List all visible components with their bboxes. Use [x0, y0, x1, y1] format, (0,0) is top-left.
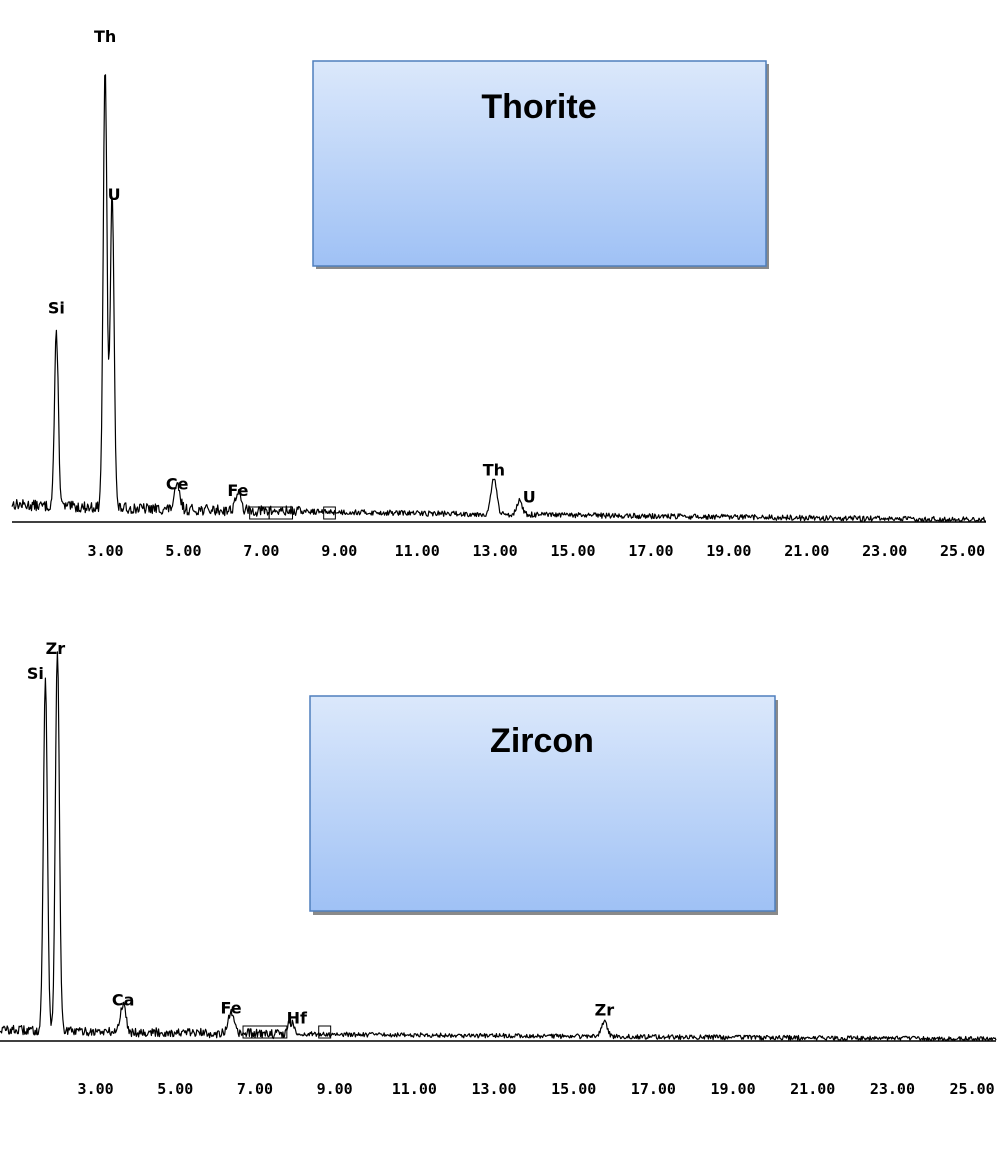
zircon-peak-label-si: Si: [27, 664, 44, 683]
thorite-spectrum-trace: [11, 74, 986, 522]
thorite-x-tick-label: 23.00: [862, 542, 907, 560]
zircon-spectrum-trace: [0, 651, 997, 1041]
zircon-x-tick-label: 25.00: [950, 1080, 995, 1098]
zircon-peak-label-zr: Zr: [46, 639, 66, 658]
zircon-plot-area: 3.00 5.00 7.00 9.00 11.00 13.00 15.00 17.00 19.0…: [0, 639, 997, 1098]
zircon-peak-label-ca: Ca: [112, 991, 135, 1010]
thorite-x-tick-label: 19.00: [706, 542, 751, 560]
zircon-x-tick-label: 5.00: [157, 1080, 193, 1098]
zircon-x-tick-label: 3.00: [78, 1080, 114, 1098]
thorite-x-tick-label: 13.00: [473, 542, 518, 560]
thorite-peak-label-th: Th: [94, 27, 116, 46]
zircon-title-box: [309, 695, 776, 912]
zircon-roi-marker: [242, 1025, 288, 1039]
thorite-peak-label-u: U: [108, 185, 121, 204]
zircon-peak-label-fe: Fe: [221, 998, 242, 1017]
thorite-plot-area: 3.00 5.00 7.00 9.00 11.00 13.00 15.00 17.00 19.0…: [11, 27, 986, 560]
thorite-peak-label-th: Th: [483, 461, 505, 480]
zircon-roi-marker: [318, 1025, 332, 1039]
thorite-x-tick-label: 3.00: [87, 542, 123, 560]
thorite-peak-label-u: U: [523, 487, 536, 506]
zircon-x-tick-label: 21.00: [790, 1080, 835, 1098]
thorite-roi-marker: [323, 506, 336, 520]
thorite-peak-label-fe: Fe: [227, 481, 248, 500]
thorite-x-tick-label: 11.00: [395, 542, 440, 560]
thorite-x-tick-label: 17.00: [628, 542, 673, 560]
thorite-roi-marker: [268, 506, 294, 520]
thorite-title: Thorite: [481, 88, 596, 126]
thorite-spectrum-panel: Thorite 3.00 5.00 7.00 9.00 11.00 13.00 15.00 1…: [11, 27, 986, 560]
zircon-x-tick-label: 11.00: [392, 1080, 437, 1098]
zircon-x-tick-label: 7.00: [237, 1080, 273, 1098]
zircon-x-tick-label: 23.00: [870, 1080, 915, 1098]
zircon-x-tick-label: 19.00: [710, 1080, 755, 1098]
zircon-peak-label-zr: Zr: [595, 1000, 615, 1019]
thorite-peak-label-ce: Ce: [166, 474, 189, 493]
thorite-x-tick-label: 15.00: [550, 542, 595, 560]
thorite-x-tick-label: 5.00: [165, 542, 201, 560]
thorite-x-tick-label: 21.00: [784, 542, 829, 560]
zircon-peak-label-hf: Hf: [287, 1008, 308, 1027]
thorite-peak-label-si: Si: [48, 298, 65, 317]
thorite-x-tick-label: 25.00: [940, 542, 985, 560]
thorite-x-tick-label: 7.00: [243, 542, 279, 560]
zircon-x-tick-label: 17.00: [631, 1080, 676, 1098]
zircon-x-tick-label: 15.00: [551, 1080, 596, 1098]
thorite-x-tick-label: 9.00: [321, 542, 357, 560]
thorite-title-box: [312, 60, 767, 267]
zircon-x-tick-label: 9.00: [317, 1080, 353, 1098]
zircon-title: Zircon: [490, 722, 594, 760]
zircon-spectrum-panel: Zircon 3.00 5.00 7.00 9.00 11.00 13.00 15.00 17…: [0, 639, 997, 1098]
zircon-x-tick-label: 13.00: [471, 1080, 516, 1098]
